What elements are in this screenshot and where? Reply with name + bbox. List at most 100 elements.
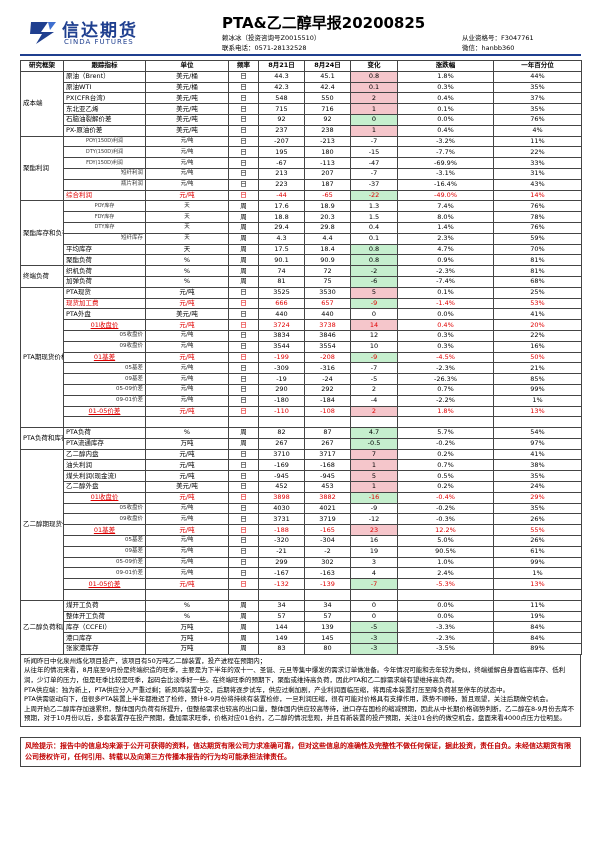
change-cell: 14 — [350, 319, 398, 331]
change-cell: 19 — [350, 545, 398, 558]
table-row: 01-05价差 元/吨日 -110 -108 2 1.8% 13% — [21, 405, 582, 418]
unit-cell: % — [145, 427, 229, 439]
indicator-cell: 05基差 — [63, 362, 146, 375]
percentile-cell: 61% — [493, 545, 582, 558]
header-change-pct: 涨跌幅 — [397, 60, 494, 72]
table-row: DTY库存天周 29.4 29.8 0.4 1.4% 76% — [21, 221, 582, 234]
table-row: 现货加工费 元/吨日 666 657 -9 -1.4% 53% — [21, 297, 582, 310]
value-date2-cell: -165 — [304, 524, 351, 537]
percentile-cell: 24% — [493, 481, 582, 493]
change-pct-cell: -3.1% — [397, 167, 494, 180]
indicator-cell: 09收盘价 — [63, 340, 146, 353]
percentile-cell: 99% — [493, 556, 582, 569]
value-date2-cell: 453 — [304, 481, 351, 493]
percentile-cell: 13% — [493, 405, 582, 418]
frequency-cell: 日 — [228, 405, 259, 418]
unit-cell: 元/吨 — [145, 578, 229, 591]
change-pct-cell: 0.0% — [397, 599, 494, 612]
table-row: 09基差 元/吨日 -19 -24 -5 -26.3% 85% — [21, 373, 582, 385]
value-date1-cell: 3724 — [258, 319, 305, 331]
unit-cell: 元/吨 — [145, 135, 229, 148]
frequency-cell: 日 — [228, 178, 259, 191]
report-title: PTA&乙二醇早报20200825 — [222, 14, 426, 32]
value-date1-cell: 3525 — [258, 286, 305, 299]
unit-cell: 元/吨 — [145, 459, 229, 472]
frequency-cell: 周 — [228, 621, 259, 634]
contact-phone: 联系电话：0571-28132528 — [222, 44, 307, 52]
change-pct-cell: 5.0% — [397, 535, 494, 547]
change-pct-cell: -0.4% — [397, 491, 494, 504]
risk-disclaimer: 风险提示：报告中的信息均来源于公开可获得的资料，信达期货有限公司力求准确可靠，但… — [20, 736, 581, 767]
table-row: 05基差 元/吨日 -309 -316 -7 -2.3% 21% — [21, 362, 582, 375]
table-row: 05基差 元/吨日 -320 -304 16 5.0% 26% — [21, 535, 582, 547]
empty-cell — [145, 589, 229, 601]
table-row: 09基差 元/吨日 -21 -2 19 90.5% 61% — [21, 545, 582, 558]
percentile-cell: 22% — [493, 329, 582, 342]
table-row: 东北亚乙烯 美元/吨日 715 716 1 0.1% 35% — [21, 103, 582, 115]
unit-cell: 元/吨 — [145, 448, 229, 461]
change-cell: -2 — [350, 265, 398, 277]
change-cell: -5 — [350, 373, 398, 385]
change-pct-cell: 1.8% — [397, 70, 494, 83]
frequency-cell: 日 — [228, 481, 259, 493]
table-row: PTA流通库存 万吨周 267 267 -0.5 -0.2% 97% — [21, 437, 582, 450]
unit-cell: % — [145, 254, 229, 267]
unit-cell: % — [145, 265, 229, 277]
frequency-cell: 日 — [228, 383, 259, 396]
frequency-cell: 日 — [228, 470, 259, 483]
unit-cell: % — [145, 610, 229, 623]
value-date1-cell: 666 — [258, 297, 305, 310]
unit-cell: 天 — [145, 221, 229, 234]
unit-cell: 元/吨 — [145, 567, 229, 580]
table-header-row: 研究框架 跟踪指标 单位 频率 8月21日 8月24日 变化 涨跌幅 一年百分位 — [20, 60, 582, 72]
change-pct-cell: 0.3% — [397, 329, 494, 342]
value-date1-cell: 3834 — [258, 329, 305, 342]
percentile-cell: 76% — [493, 221, 582, 234]
empty-cell — [63, 416, 146, 429]
change-pct-cell: 0.9% — [397, 254, 494, 267]
table-row: 石脑油裂解价差 美元/吨日 92 92 0 0.0% 76% — [21, 113, 582, 126]
value-date2-cell: 90.9 — [304, 254, 351, 267]
table-row: 综合利润 元/吨日 -44 -65 -22 -49.0% 14% — [21, 189, 582, 202]
table-row: 加弹负荷% 周 81 75 -6 -7.4% 68% — [21, 275, 582, 288]
value-date2-cell: -65 — [304, 189, 351, 202]
frequency-cell: 周 — [228, 221, 259, 234]
change-pct-cell: 1.4% — [397, 221, 494, 234]
value-date1-cell: 17.6 — [258, 200, 305, 213]
frequency-cell: 日 — [228, 448, 259, 461]
change-pct-cell: -2.3% — [397, 265, 494, 277]
unit-cell: 元/吨 — [145, 394, 229, 407]
unit-cell: 元/吨 — [145, 405, 229, 418]
unit-cell: 万吨 — [145, 632, 229, 645]
value-date2-cell: 139 — [304, 621, 351, 634]
table-row: PTA负荷和库存 PTA负荷% 周 82 87 4.7 5.7% 54% — [20, 427, 582, 450]
change-cell: 2 — [350, 405, 398, 418]
value-date1-cell: 29.4 — [258, 221, 305, 234]
percentile-cell: 76% — [493, 200, 582, 213]
unit-cell: 元/吨 — [145, 470, 229, 483]
empty-cell — [145, 416, 229, 429]
unit-cell: 元/吨 — [145, 556, 229, 569]
percentile-cell: 41% — [493, 448, 582, 461]
empty-cell — [228, 416, 259, 429]
change-cell: -7 — [350, 578, 398, 591]
percentile-cell: 19% — [493, 610, 582, 623]
change-pct-cell: 7.4% — [397, 200, 494, 213]
table-row: FDY(150D)利润 元/吨日 -67 -113 -47 -69.9% 33% — [21, 157, 582, 169]
indicator-cell: 库存（CCFEI） — [63, 621, 146, 634]
indicator-cell: 01基差 — [63, 524, 146, 537]
company-logo: 信达期货 CINDA FUTURES — [28, 16, 168, 52]
indicator-cell: DTY(150D)利润 — [63, 146, 146, 159]
report-page: 信达期货 CINDA FUTURES PTA&乙二醇早报20200825 赖冰冰… — [20, 10, 582, 767]
value-date2-cell: 87 — [304, 427, 351, 439]
frequency-cell: 日 — [228, 319, 259, 331]
table-row: 油头利润 元/吨日 -169 -168 1 0.7% 38% — [21, 459, 582, 472]
empty-cell — [304, 416, 351, 429]
percentile-cell: 1% — [493, 394, 582, 407]
value-date2-cell: 34 — [304, 599, 351, 612]
indicator-cell: 短纤库存 — [63, 232, 146, 245]
percentile-cell: 26% — [493, 513, 582, 526]
indicator-cell: 现货加工费 — [63, 297, 146, 310]
indicator-cell: 09-01价差 — [63, 394, 146, 407]
frequency-cell: 周 — [228, 200, 259, 213]
